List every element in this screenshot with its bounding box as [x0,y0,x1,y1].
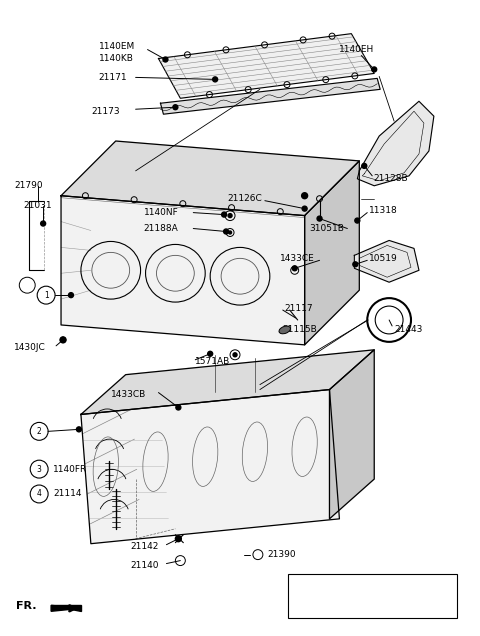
Text: 21443: 21443 [394,326,422,335]
Text: 2: 2 [37,427,42,436]
Text: 1140EH: 1140EH [339,45,375,54]
Circle shape [355,218,360,223]
Text: 21142: 21142 [131,542,159,551]
Text: 21171: 21171 [99,73,128,82]
Text: THE NO. 21110B : ①~④: THE NO. 21110B : ①~④ [293,597,399,606]
Text: 1430JC: 1430JC [14,343,46,352]
Polygon shape [354,240,419,282]
Circle shape [76,427,82,432]
Circle shape [302,206,307,211]
Circle shape [222,212,227,217]
Text: 1: 1 [44,291,48,300]
Circle shape [60,337,65,342]
Ellipse shape [279,326,290,334]
Circle shape [41,221,46,226]
Circle shape [60,337,66,343]
Circle shape [353,262,358,266]
Text: 21790: 21790 [14,181,43,190]
Circle shape [213,77,217,82]
Text: 1140EM: 1140EM [99,42,135,51]
Polygon shape [61,196,305,345]
Text: 21117: 21117 [285,303,313,312]
Circle shape [176,405,181,410]
Circle shape [173,105,178,110]
Text: 11318: 11318 [369,206,398,215]
Polygon shape [357,101,434,186]
Bar [288,574,457,618]
Polygon shape [81,350,374,415]
Text: 21115B: 21115B [283,326,317,335]
Text: 1140NF: 1140NF [144,208,178,217]
Text: 21140: 21140 [131,561,159,570]
Circle shape [224,229,228,234]
Circle shape [292,266,297,271]
Polygon shape [305,161,360,345]
Text: 21128B: 21128B [373,174,408,183]
Circle shape [372,67,377,72]
Circle shape [228,214,232,218]
Text: 1571AB: 1571AB [195,357,230,366]
Text: 21390: 21390 [268,550,297,559]
Circle shape [317,216,322,221]
Text: NOTE: NOTE [293,577,321,586]
Text: 21031: 21031 [23,201,52,210]
Text: 10519: 10519 [369,254,398,263]
Circle shape [233,353,237,357]
Text: 1433CE: 1433CE [280,254,314,263]
Text: 21173: 21173 [91,107,120,116]
Polygon shape [160,78,380,114]
Text: 3: 3 [37,465,42,474]
Polygon shape [51,605,81,611]
Circle shape [175,536,181,542]
Text: FR.: FR. [16,601,37,611]
Circle shape [228,231,231,234]
Circle shape [163,57,168,62]
Polygon shape [329,350,374,519]
Polygon shape [286,308,296,318]
Text: 21126C: 21126C [227,194,262,203]
Text: 31051B: 31051B [310,224,345,233]
Circle shape [362,163,367,169]
Circle shape [69,293,73,298]
Text: 1140KB: 1140KB [99,54,134,63]
Circle shape [208,351,213,356]
Text: 1140FR: 1140FR [53,465,87,474]
Text: 21114: 21114 [53,490,82,499]
Polygon shape [81,390,339,544]
Circle shape [301,193,308,198]
Polygon shape [158,34,374,99]
Polygon shape [61,141,360,216]
Text: 21188A: 21188A [144,224,178,233]
Text: 4: 4 [37,490,42,499]
Text: 1433CB: 1433CB [111,390,146,399]
Polygon shape [51,605,81,611]
